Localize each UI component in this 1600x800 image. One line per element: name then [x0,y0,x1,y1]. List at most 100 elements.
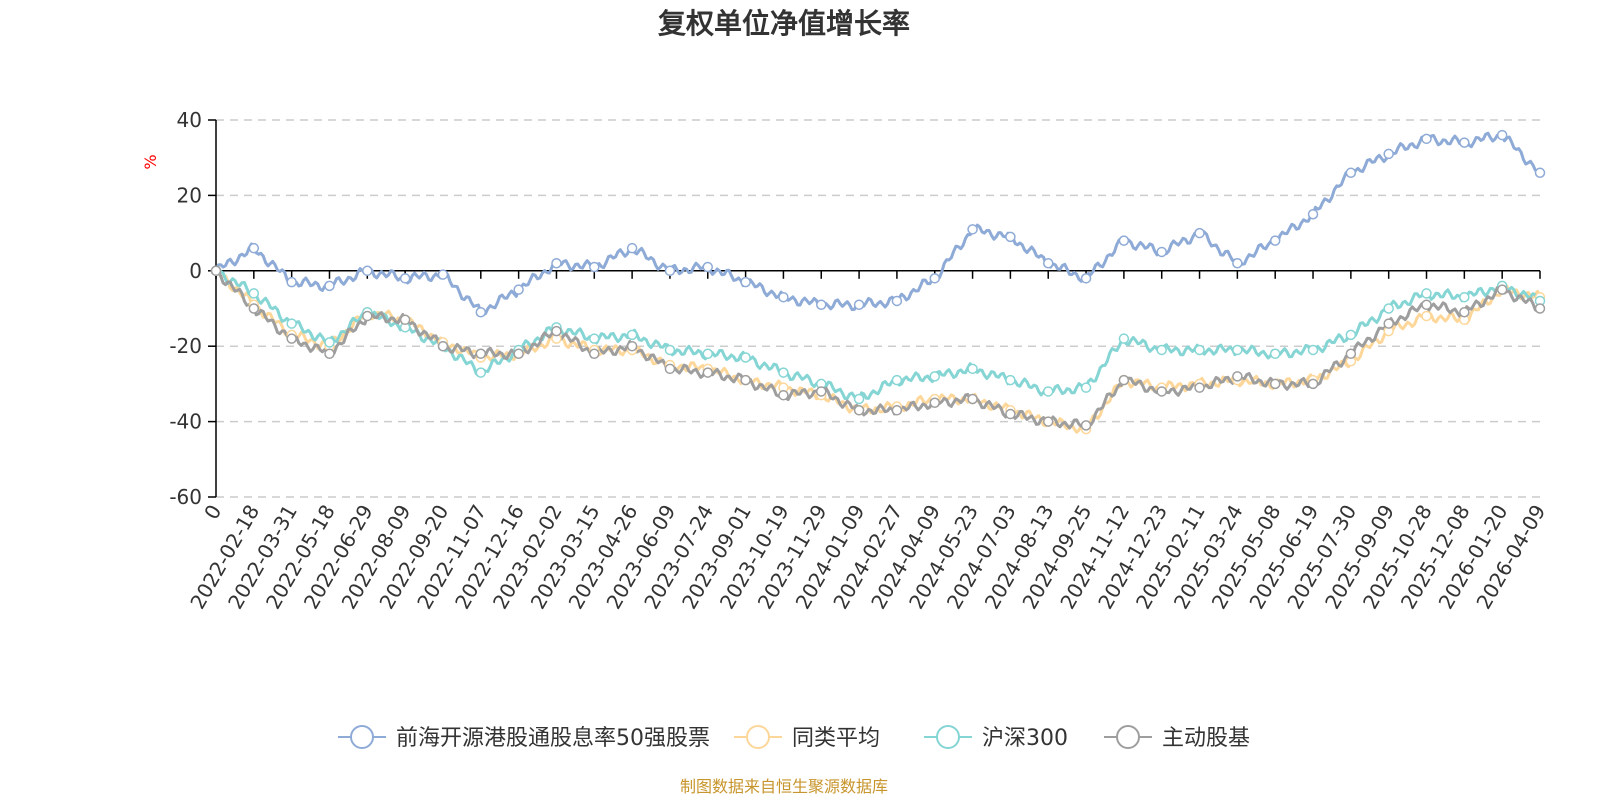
data-point [1307,378,1319,390]
data-point [1156,246,1167,258]
data-point [1459,291,1470,303]
data-point [1194,344,1205,356]
data-point [210,265,222,277]
data-point [1383,148,1394,160]
legend-item[interactable]: 前海开源港股通股息率50强股票 [338,725,710,751]
legend-marker [936,725,960,749]
y-tick-label: -40 [169,410,202,434]
chart-title: 复权单位净值增长率 [658,7,910,40]
data-point [286,276,297,288]
data-point [626,340,638,352]
legend-label: 沪深300 [982,726,1068,751]
series-lines [210,129,1546,435]
data-point [286,333,297,344]
data-point [437,269,449,280]
data-point [1005,408,1016,420]
data-point [702,261,714,273]
data-point [1383,318,1394,329]
data-point [1269,235,1281,246]
x-tick-label: 0 [199,501,226,524]
data-point [1421,288,1432,299]
data-point [1232,258,1243,269]
data-point [248,242,260,254]
data-point [248,288,260,299]
y-tick-label: -20 [169,334,202,358]
data-point [778,291,789,303]
series-line [214,269,1542,401]
series-line [214,131,1542,316]
data-point [1005,231,1016,243]
data-point [324,348,335,359]
data-point [853,405,865,416]
data-point [1156,344,1167,356]
series-line [214,269,1542,430]
legend-marker [746,725,770,749]
legend-label: 主动股基 [1162,726,1250,751]
legend-item[interactable]: 主动股基 [1104,725,1250,751]
data-point [853,393,865,405]
data-point [1534,167,1546,179]
y-tick-label: -60 [169,485,202,509]
data-point [664,344,676,356]
data-point [1459,137,1470,148]
data-point [1042,416,1054,427]
data-point [1080,420,1092,431]
data-point [929,397,940,408]
data-point [1496,129,1508,141]
y-tick-label: 20 [177,183,202,207]
legend[interactable]: 前海开源港股通股息率50强股票 同类平均 沪深300 主动股基 [338,725,1250,751]
legend-label: 同类平均 [792,726,880,751]
data-point [1080,273,1092,284]
data-point [362,310,373,322]
data-point [1459,307,1470,318]
data-point [1307,209,1319,220]
data-point [1118,374,1130,386]
data-point [1080,382,1092,393]
data-point [399,314,411,326]
data-point [1042,258,1054,269]
data-point [589,348,600,359]
data-point [929,371,940,382]
data-point [589,261,600,273]
data-point [475,348,487,359]
y-tick-label: 0 [189,259,202,283]
data-point [929,273,940,284]
legend-item[interactable]: 同类平均 [734,725,880,751]
legend-label: 前海开源港股通股息率50强股票 [396,726,710,751]
legend-item[interactable]: 沪深300 [924,725,1068,751]
data-point [1156,386,1167,397]
data-point [1232,344,1243,356]
data-point [626,242,638,254]
data-point [1534,303,1546,314]
data-point [816,299,827,310]
data-point [362,265,373,277]
data-point [891,295,903,307]
data-point [1194,227,1205,239]
data-point [740,352,751,363]
data-point [967,224,978,235]
data-point [1118,333,1130,344]
data-point [475,307,487,318]
data-point [1118,235,1130,246]
data-point [816,386,827,397]
data-point [1421,133,1432,145]
data-point [1421,310,1432,322]
y-tick-label: 40 [177,108,202,132]
data-point [853,299,865,310]
data-point [551,325,562,337]
data-point [475,367,487,378]
data-point [778,389,789,401]
data-point [740,276,751,288]
data-point [778,367,789,378]
data-point [626,329,638,341]
y-axis-unit: % [141,154,160,169]
data-point [248,303,260,314]
data-point [1194,382,1205,393]
data-point [1269,348,1281,359]
data-point [1345,348,1357,359]
data-point [324,337,335,348]
data-point [1042,386,1054,397]
data-point [1005,374,1016,386]
grid-lines [216,119,1540,498]
